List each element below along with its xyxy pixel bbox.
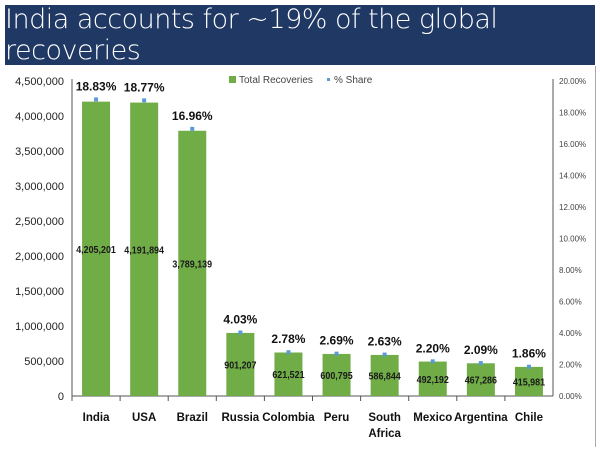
- bar-argentina: [466, 363, 495, 396]
- left-tick-label: 3,000,000: [15, 181, 64, 193]
- category-label: Colombia: [262, 412, 315, 424]
- bar-value-label: 4,205,201: [76, 244, 116, 256]
- bar-value-label: 492,192: [417, 374, 450, 386]
- legend-marker-share: [327, 78, 330, 81]
- legend-label-share: % Share: [334, 75, 373, 86]
- right-tick-label: 4.00%: [559, 329, 582, 338]
- right-tick-label: 8.00%: [559, 266, 582, 275]
- share-label: 2.78%: [271, 332, 305, 346]
- share-marker: [382, 352, 387, 357]
- right-tick-label: 12.00%: [559, 203, 586, 212]
- bar-russia: [226, 332, 255, 396]
- legend-swatch-total-recoveries: [229, 76, 236, 83]
- left-tick-label: 1,000,000: [15, 321, 64, 333]
- category-label: Chile: [515, 412, 543, 424]
- right-tick-label: 16.00%: [559, 140, 586, 149]
- bar-usa: [130, 102, 159, 397]
- share-label: 2.09%: [464, 343, 498, 357]
- bar-value-label: 901,207: [224, 360, 256, 372]
- share-marker: [334, 351, 339, 356]
- share-marker: [94, 97, 99, 102]
- category-label: Africa: [368, 428, 401, 440]
- share-label: 18.83%: [76, 79, 117, 93]
- left-tick-label: 1,500,000: [15, 286, 64, 298]
- bar-value-label: 621,521: [272, 370, 305, 382]
- right-tick-label: 6.00%: [559, 298, 582, 307]
- left-tick-label: 4,000,000: [15, 111, 64, 123]
- category-label: USA: [132, 412, 156, 424]
- right-tick-label: 2.00%: [559, 361, 582, 370]
- share-label: 2.69%: [320, 334, 354, 348]
- bar-value-label: 586,844: [369, 371, 402, 383]
- share-marker: [286, 350, 291, 355]
- category-label: Brazil: [177, 412, 208, 424]
- left-tick-label: 500,000: [24, 356, 64, 368]
- bar-value-label: 4,191,894: [124, 245, 164, 257]
- right-tick-label: 14.00%: [559, 172, 586, 181]
- left-tick-label: 4,500,000: [15, 76, 64, 88]
- bar-chile: [514, 366, 543, 396]
- right-tick-label: 0.00%: [559, 392, 582, 401]
- bar-value-label: 3,789,139: [172, 259, 212, 271]
- share-marker: [142, 98, 147, 103]
- category-label: India: [83, 412, 110, 424]
- left-tick-label: 0: [58, 391, 64, 403]
- share-marker: [430, 359, 435, 364]
- bar-mexico: [418, 361, 447, 396]
- bar-value-label: 600,795: [320, 370, 353, 382]
- share-marker: [526, 364, 531, 369]
- left-tick-label: 3,500,000: [15, 146, 64, 158]
- category-label: Argentina: [454, 412, 508, 424]
- share-label: 4.03%: [223, 313, 257, 327]
- share-label: 16.96%: [172, 109, 213, 123]
- right-tick-label: 18.00%: [559, 109, 586, 118]
- right-tick-label: 10.00%: [559, 235, 586, 244]
- bar-value-label: 467,286: [465, 375, 498, 387]
- share-marker: [238, 330, 243, 335]
- share-label: 2.20%: [416, 341, 450, 355]
- share-marker: [190, 126, 195, 131]
- category-label: South: [368, 412, 401, 424]
- chart-title: India accounts for ~19% of the global re…: [5, 4, 595, 66]
- category-label: Russia: [221, 412, 259, 424]
- bar-peru: [322, 353, 351, 396]
- chart-frame: [3, 66, 596, 447]
- bar-india: [82, 101, 111, 397]
- share-label: 2.63%: [368, 335, 402, 349]
- share-marker: [478, 361, 483, 366]
- bar-south-africa: [370, 354, 399, 396]
- right-tick-label: 20.00%: [559, 77, 586, 86]
- bar-brazil: [178, 130, 207, 397]
- bar-value-label: 415,981: [513, 377, 546, 389]
- share-label: 1.86%: [512, 347, 546, 361]
- category-label: Peru: [324, 412, 350, 424]
- left-tick-label: 2,000,000: [15, 251, 64, 263]
- bar-colombia: [274, 352, 303, 396]
- left-tick-label: 2,500,000: [15, 216, 64, 228]
- category-label: Mexico: [413, 412, 452, 424]
- share-label: 18.77%: [124, 80, 165, 94]
- legend-label-total-recoveries: Total Recoveries: [239, 75, 313, 86]
